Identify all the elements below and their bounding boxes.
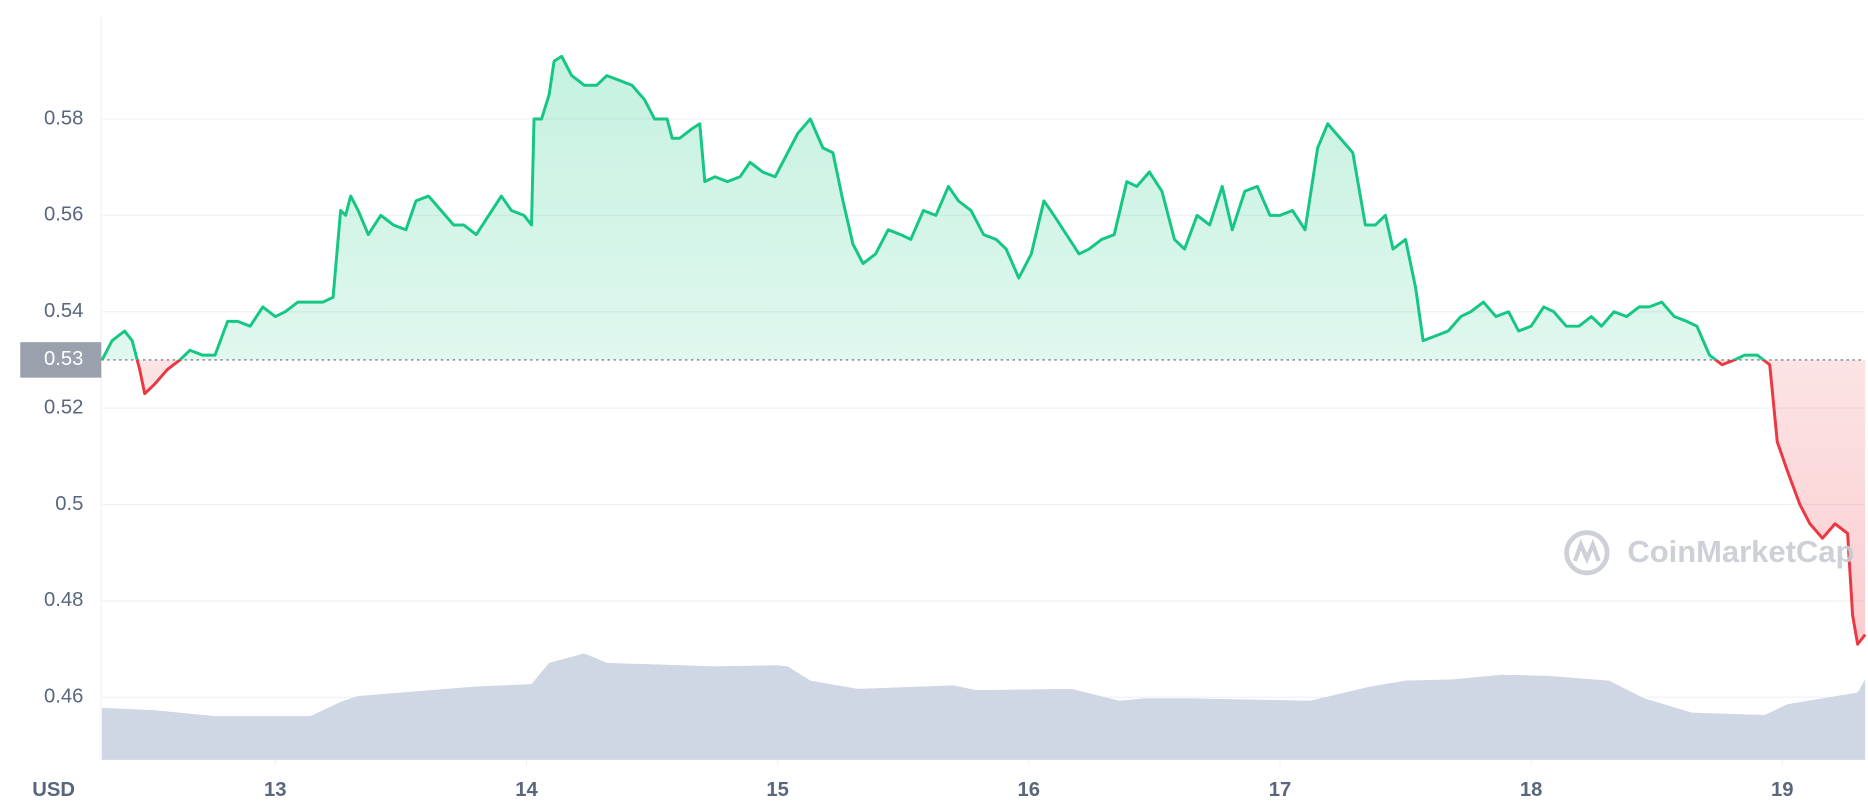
baseline-label: 0.53 xyxy=(44,348,83,370)
x-tick-label: 13 xyxy=(264,779,287,801)
area-up xyxy=(102,56,1866,360)
x-axis-label: USD xyxy=(32,779,75,801)
x-tick-label: 14 xyxy=(515,779,538,801)
x-tick-label: 16 xyxy=(1018,779,1041,801)
watermark-text: CoinMarketCap xyxy=(1627,534,1854,569)
y-tick-label: 0.52 xyxy=(44,396,83,418)
y-tick-label: 0.46 xyxy=(44,686,83,708)
baseline-label-box xyxy=(20,342,102,378)
y-tick-label: 0.54 xyxy=(44,300,83,322)
y-tick-label: 0.48 xyxy=(44,589,83,611)
x-tick-label: 17 xyxy=(1269,779,1292,801)
plot-layer: 0.46 0.48 0.5 0.52 0.54 0.56 0.58 13 14 15 16 17 18 1… xyxy=(20,17,1867,801)
watermark-logo-mark xyxy=(1572,538,1601,565)
y-tick-label: 0.58 xyxy=(44,107,83,129)
x-tick-label: 15 xyxy=(766,779,789,801)
watermark-logo xyxy=(1564,530,1610,576)
volume-area xyxy=(102,653,1866,760)
y-tick-label: 0.56 xyxy=(44,204,83,226)
x-tick-label: 18 xyxy=(1520,779,1543,801)
line-up xyxy=(100,54,1766,360)
x-tick-label: 19 xyxy=(1771,779,1794,801)
y-tick-label: 0.5 xyxy=(55,493,83,515)
watermark: CoinMarketCap xyxy=(1564,530,1854,576)
